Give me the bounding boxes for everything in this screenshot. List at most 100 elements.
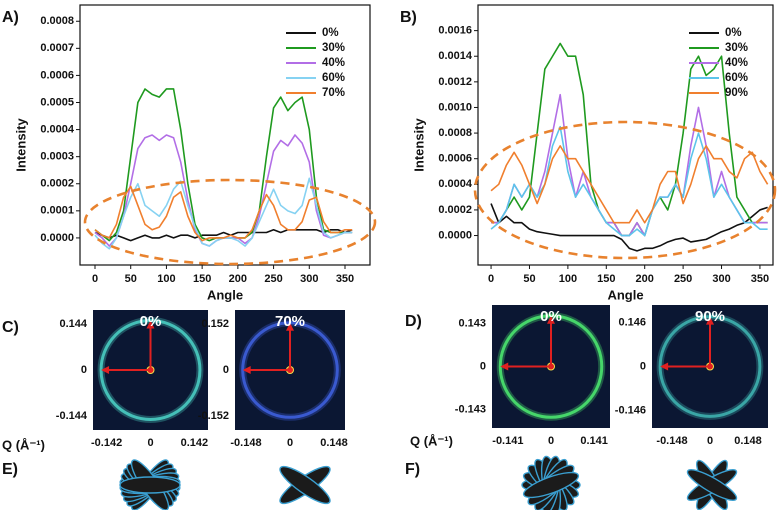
y-tick-label: -0.144 <box>56 410 88 422</box>
x-tick-label: 250 <box>264 273 282 285</box>
y-axis-label: Intensity <box>411 118 426 172</box>
x-tick-label: -0.142 <box>91 437 122 449</box>
x-tick-label: 0 <box>287 437 293 449</box>
series-line <box>94 228 353 242</box>
x-tick-label: 0 <box>92 273 98 285</box>
legend-label: 0% <box>322 27 339 39</box>
orientation-glyph <box>686 459 738 510</box>
y-tick-label: 0.0003 <box>40 151 74 163</box>
x-axis-label: Angle <box>607 287 643 302</box>
y-tick-label: -0.152 <box>198 410 229 422</box>
origin-dot <box>287 367 293 373</box>
y-tick-label: 0.144 <box>59 318 87 330</box>
y-tick-label: 0.0002 <box>438 204 472 216</box>
x-tick-label: -0.148 <box>230 437 261 449</box>
x-tick-label: 0 <box>147 437 153 449</box>
y-tick-label: 0.0007 <box>40 42 74 54</box>
x-axis-label: Q (Å⁻¹) <box>410 433 453 448</box>
legend-label: 30% <box>725 42 748 54</box>
y-tick-label: -0.146 <box>615 404 646 416</box>
y-tick-label: 0 <box>81 364 87 376</box>
y-tick-label: 0.0000 <box>438 229 472 241</box>
panel-label: C) <box>2 319 19 336</box>
x-tick-label: 0.148 <box>734 435 762 447</box>
x-tick-label: 0 <box>488 273 494 285</box>
pattern-title: 0% <box>540 308 562 325</box>
x-tick-label: 100 <box>157 273 175 285</box>
arrow-head <box>660 362 669 371</box>
series-line <box>490 125 768 237</box>
glyph-petal <box>686 469 738 501</box>
arrow-head <box>286 322 294 331</box>
y-tick-label: 0.0001 <box>40 205 74 217</box>
x-tick-label: -0.148 <box>656 435 687 447</box>
y-tick-label: 0.0014 <box>438 50 473 62</box>
pattern-title: 70% <box>275 313 305 330</box>
y-tick-label: 0.146 <box>618 316 646 328</box>
y-tick-label: 0 <box>480 360 486 372</box>
panel-label: F) <box>405 461 420 478</box>
panel-label: E) <box>2 461 18 478</box>
x-tick-label: 0.148 <box>320 437 348 449</box>
x-tick-label: 0.141 <box>580 435 608 447</box>
x-tick-label: 50 <box>125 273 137 285</box>
pattern-title: 0% <box>140 313 162 330</box>
orientation-glyph <box>119 459 181 510</box>
legend-label: 0% <box>725 27 742 39</box>
panel-label: D) <box>405 313 422 330</box>
glyph-petal <box>119 476 181 494</box>
origin-dot <box>548 363 554 370</box>
legend-label: 40% <box>725 57 748 69</box>
y-tick-label: 0.0006 <box>438 153 472 165</box>
x-tick-label: 0 <box>707 435 713 447</box>
y-tick-label: 0.0012 <box>438 76 472 88</box>
glyph-petal <box>279 465 331 505</box>
y-tick-label: -0.143 <box>455 404 486 416</box>
orientation-glyph <box>521 455 581 510</box>
legend-label: 40% <box>322 57 345 69</box>
legend-label: 90% <box>725 87 748 99</box>
x-tick-label: 150 <box>597 273 615 285</box>
annotation-ellipse <box>83 178 377 266</box>
y-tick-label: 0.0006 <box>40 69 74 81</box>
y-axis-label: Intensity <box>13 118 28 172</box>
y-tick-label: 0 <box>640 360 646 372</box>
series-line <box>94 88 353 242</box>
panel-label: B) <box>400 9 417 26</box>
glyph-petal <box>522 471 580 499</box>
y-tick-label: 0.0008 <box>438 127 472 139</box>
x-tick-label: 0 <box>548 435 554 447</box>
legend-label: 70% <box>322 87 345 99</box>
arrow-head <box>547 315 555 324</box>
legend-label: 30% <box>322 42 345 54</box>
series-line <box>490 203 768 252</box>
y-tick-label: 0.152 <box>201 318 229 330</box>
orientation-glyph <box>279 465 331 505</box>
x-tick-label: 250 <box>674 273 692 285</box>
x-tick-label: 100 <box>559 273 577 285</box>
origin-dot <box>707 363 713 370</box>
y-tick-label: 0.0005 <box>40 96 74 108</box>
arrow-head <box>242 366 251 374</box>
y-tick-label: 0.0000 <box>40 232 74 244</box>
plot-frame <box>79 4 371 266</box>
panel-label: A) <box>2 9 19 26</box>
y-tick-label: 0.0004 <box>40 123 75 135</box>
x-tick-label: 0.142 <box>181 437 209 449</box>
x-tick-label: 300 <box>300 273 318 285</box>
arrow-head <box>146 320 155 329</box>
origin-dot <box>147 367 154 373</box>
x-tick-label: 200 <box>636 273 654 285</box>
legend-label: 60% <box>322 72 345 84</box>
x-tick-label: -0.141 <box>492 435 523 447</box>
x-axis-label: Q (Å⁻¹) <box>2 437 45 452</box>
legend-label: 60% <box>725 72 748 84</box>
arrow-head <box>500 362 509 371</box>
plot-frame <box>477 4 774 266</box>
x-tick-label: 150 <box>193 273 211 285</box>
series-line <box>94 185 353 242</box>
y-tick-label: 0.0004 <box>438 178 473 190</box>
x-axis-label: Angle <box>207 287 243 302</box>
arrow-head <box>101 366 110 374</box>
